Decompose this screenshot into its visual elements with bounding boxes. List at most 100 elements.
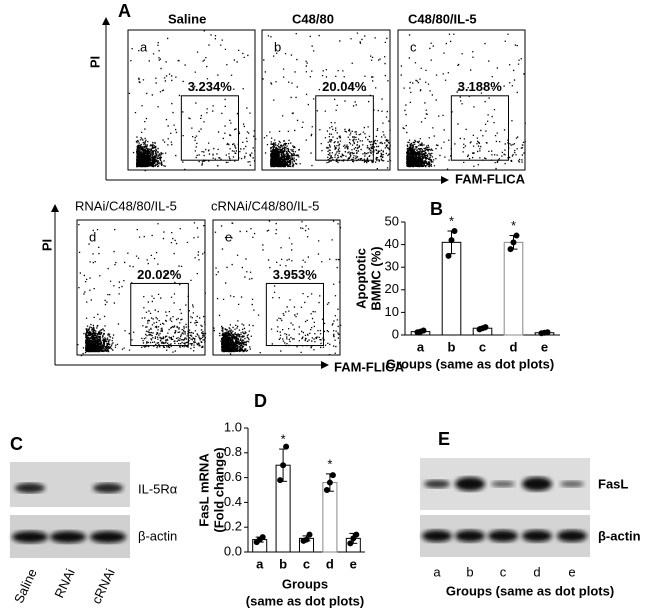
x-tick-label: b [448,339,456,354]
point [353,531,360,538]
gate [450,95,509,161]
y-label: BMMC (%) [368,246,383,310]
band [560,481,584,487]
point [283,443,290,450]
panel-label: E [438,429,450,449]
annotation: * [449,213,454,228]
point [420,327,427,334]
plot-title: C48/80/IL-5 [408,11,477,26]
point [277,477,284,484]
panel-label: A [118,1,131,21]
x-tick-label: c [479,339,486,354]
band [50,531,86,543]
bar [322,482,338,553]
plot-frame [127,29,256,171]
x-label: Groups [282,576,328,591]
x-label: Groups (same as dot plots) [386,356,554,371]
band [522,477,552,491]
band [557,530,587,542]
y-tick-label: 0.0 [224,543,242,558]
point [303,536,310,543]
annotation: * [327,456,332,471]
band-label: β-actin [138,528,177,543]
gate-percent: 3.188% [458,79,503,94]
point [451,228,458,235]
band [455,530,485,542]
x-tick-label: b [279,556,287,571]
x-label: FAM-FLICA [455,171,526,186]
x-tick-label: e [541,339,548,354]
plot-frame [76,219,206,356]
dots [262,32,392,170]
lane-label: Saline [11,566,40,605]
point [329,472,336,479]
band [12,531,48,543]
y-tick-label: 0.2 [224,519,242,534]
point [280,462,287,469]
y-tick-label: 10 [385,304,399,319]
x-tick-label: a [417,339,425,354]
band [522,530,552,542]
point [544,329,551,336]
y-label: FasL mRNA [196,453,211,527]
lane-label: a [433,564,441,579]
lane-label: e [568,564,575,579]
y-tick-label: 0.6 [224,469,242,484]
y-tick-label: 0.8 [224,444,242,459]
y-tick-label: 20 [385,281,399,296]
y-tick-label: 40 [385,236,399,251]
lane-label: d [533,564,540,579]
point [306,531,313,538]
point [259,534,266,541]
bar [441,241,462,336]
plot-frame [261,29,391,171]
band-label: β-actin [598,528,641,543]
y-label: PI [87,56,102,68]
y-label: (Fold change) [211,447,226,532]
plot-letter: d [89,229,96,244]
panel-label: C [10,434,23,454]
lane-label: cRNAi [89,566,118,606]
lane-label: RNAi [51,566,77,600]
dots [400,33,526,170]
band [15,483,45,493]
point [513,232,520,239]
y-tick-label: 0 [392,326,399,341]
dots [128,30,257,172]
y-label: Apoptotic [353,248,368,309]
band [422,530,452,542]
lane-label: b [466,564,473,579]
gate-percent: 20.04% [322,79,367,94]
point [326,479,333,486]
plot-letter: b [274,39,281,54]
point [323,487,330,493]
x-tick-label: a [256,556,264,571]
band-label: IL-5Rα [138,481,178,496]
gate-percent: 3.234% [188,79,233,94]
gate [130,282,189,347]
plot-frame [397,29,526,171]
annotation: * [511,218,516,233]
annotation: * [281,432,286,447]
point [510,239,517,246]
point [445,252,452,259]
band-label: FasL [598,476,628,491]
band [488,530,518,542]
plot-title: Saline [168,11,206,26]
band [424,480,450,488]
x-tick-label: e [350,556,357,571]
panel-label: D [254,391,267,411]
y-tick-label: 0.4 [224,494,242,509]
y-label: PI [39,239,54,251]
point [507,246,514,253]
y-tick-label: 1.0 [224,419,242,434]
band [491,481,515,487]
plot-letter: a [140,39,148,54]
y-tick-label: 50 [385,213,399,228]
panel-label: B [430,199,443,219]
dots [213,220,342,356]
gate [315,95,374,161]
gate-percent: 3.953% [273,267,318,282]
x-label: FAM-FLICA [334,359,405,374]
dots [77,222,207,357]
